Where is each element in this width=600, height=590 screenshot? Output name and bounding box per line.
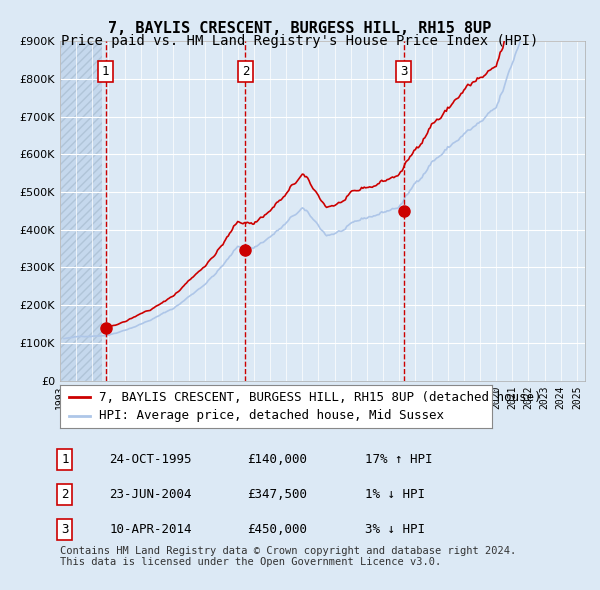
Text: 3: 3	[61, 523, 68, 536]
Text: £140,000: £140,000	[247, 453, 307, 466]
Text: 10-APR-2014: 10-APR-2014	[109, 523, 192, 536]
Text: 7, BAYLIS CRESCENT, BURGESS HILL, RH15 8UP: 7, BAYLIS CRESCENT, BURGESS HILL, RH15 8…	[109, 21, 491, 35]
Text: 2: 2	[242, 65, 249, 78]
Text: £347,500: £347,500	[247, 488, 307, 501]
Text: £450,000: £450,000	[247, 523, 307, 536]
Text: Contains HM Land Registry data © Crown copyright and database right 2024.
This d: Contains HM Land Registry data © Crown c…	[60, 546, 516, 568]
Text: HPI: Average price, detached house, Mid Sussex: HPI: Average price, detached house, Mid …	[99, 409, 444, 422]
Text: 1: 1	[61, 453, 68, 466]
Text: Price paid vs. HM Land Registry's House Price Index (HPI): Price paid vs. HM Land Registry's House …	[61, 34, 539, 48]
Text: 7, BAYLIS CRESCENT, BURGESS HILL, RH15 8UP (detached house): 7, BAYLIS CRESCENT, BURGESS HILL, RH15 8…	[99, 391, 541, 404]
Text: 3% ↓ HPI: 3% ↓ HPI	[365, 523, 425, 536]
Text: 24-OCT-1995: 24-OCT-1995	[109, 453, 192, 466]
Text: 17% ↑ HPI: 17% ↑ HPI	[365, 453, 433, 466]
Text: 1% ↓ HPI: 1% ↓ HPI	[365, 488, 425, 501]
Bar	[60, 41, 102, 381]
Text: 23-JUN-2004: 23-JUN-2004	[109, 488, 192, 501]
Text: 2: 2	[61, 488, 68, 501]
Text: 3: 3	[400, 65, 407, 78]
Text: 1: 1	[102, 65, 109, 78]
